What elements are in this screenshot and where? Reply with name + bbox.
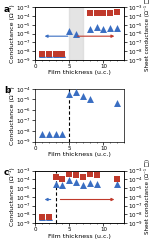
- Point: [75, 32, 77, 36]
- Point: [54, 132, 57, 136]
- Point: [95, 25, 98, 29]
- Point: [41, 215, 43, 219]
- X-axis label: Film thickness (u.c.): Film thickness (u.c.): [48, 70, 111, 75]
- Point: [68, 29, 70, 33]
- Point: [116, 101, 118, 104]
- X-axis label: Film thickness (u.c.): Film thickness (u.c.): [48, 234, 111, 239]
- Point: [116, 26, 118, 30]
- Point: [54, 175, 57, 179]
- Point: [41, 52, 43, 56]
- Point: [116, 177, 118, 181]
- Point: [47, 215, 50, 219]
- Point: [102, 12, 105, 15]
- Point: [41, 215, 43, 219]
- Point: [61, 52, 64, 56]
- Y-axis label: Sheet conductance (Ω⁻¹ □): Sheet conductance (Ω⁻¹ □): [144, 0, 150, 71]
- Point: [61, 177, 64, 181]
- Point: [54, 182, 57, 186]
- Point: [82, 184, 84, 187]
- Y-axis label: Sheet conductance (Ω⁻¹ □): Sheet conductance (Ω⁻¹ □): [144, 159, 150, 234]
- Point: [82, 94, 84, 98]
- Point: [109, 26, 112, 30]
- Point: [75, 173, 77, 177]
- Point: [61, 52, 64, 56]
- Point: [89, 12, 91, 15]
- Point: [89, 181, 91, 185]
- Y-axis label: Conductance (Ω⁻¹): Conductance (Ω⁻¹): [9, 4, 15, 63]
- Text: a: a: [4, 5, 10, 14]
- Point: [68, 92, 70, 96]
- Text: c: c: [4, 168, 9, 177]
- Point: [41, 52, 43, 56]
- Y-axis label: Conductance (Ω⁻¹): Conductance (Ω⁻¹): [9, 168, 15, 226]
- Point: [61, 184, 64, 187]
- Point: [68, 178, 70, 182]
- Point: [95, 173, 98, 177]
- Point: [75, 180, 77, 184]
- Point: [68, 172, 70, 176]
- Point: [95, 12, 98, 15]
- Point: [47, 132, 50, 136]
- Point: [61, 132, 64, 136]
- Point: [47, 215, 50, 219]
- Point: [47, 52, 50, 56]
- Point: [82, 175, 84, 179]
- Point: [41, 132, 43, 136]
- Text: b: b: [4, 86, 10, 95]
- Point: [116, 182, 118, 186]
- Point: [89, 27, 91, 31]
- Point: [95, 182, 98, 186]
- Point: [75, 90, 77, 94]
- Point: [54, 52, 57, 56]
- Point: [116, 10, 118, 14]
- Point: [102, 27, 105, 31]
- Point: [54, 52, 57, 56]
- Y-axis label: Conductance (Ω⁻¹): Conductance (Ω⁻¹): [9, 86, 15, 144]
- Bar: [69, 7, 83, 60]
- Point: [89, 172, 91, 176]
- Point: [89, 97, 91, 101]
- Point: [47, 52, 50, 56]
- Point: [109, 12, 112, 15]
- X-axis label: Film thickness (u.c.): Film thickness (u.c.): [48, 152, 111, 157]
